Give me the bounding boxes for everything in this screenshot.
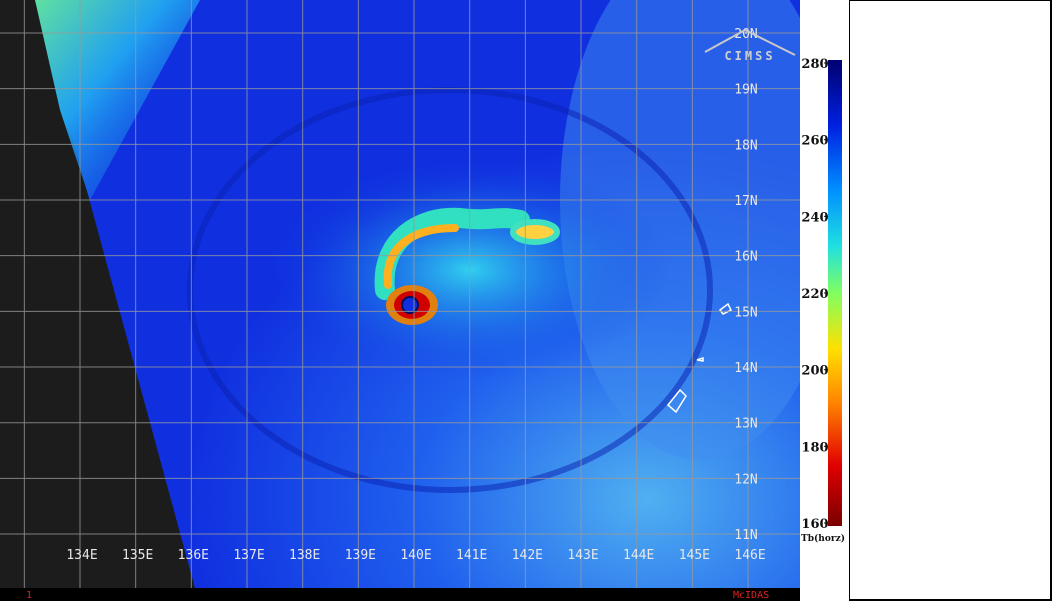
frame-number: 1 — [26, 590, 32, 601]
lat-label: 13N — [734, 417, 757, 432]
islands — [666, 302, 733, 414]
colorbar-tick-label: 160 — [801, 517, 828, 532]
lat-label: 12N — [734, 472, 757, 487]
lat-label: 11N — [734, 528, 757, 543]
logo: CIMSS — [704, 28, 796, 63]
lat-label: 18N — [734, 138, 757, 153]
lat-label: 15N — [734, 305, 757, 320]
lon-label: 139E — [345, 548, 376, 563]
colorbar — [828, 60, 842, 526]
lon-label: 134E — [66, 548, 97, 563]
lon-label: 143E — [567, 548, 598, 563]
cyclone-cell — [510, 219, 560, 245]
mcidas-label: McIDAS — [733, 590, 769, 601]
lat-label: 16N — [734, 250, 757, 265]
logo-mark — [704, 28, 796, 56]
side-panel — [849, 0, 1051, 600]
lon-label: 138E — [289, 548, 320, 563]
swath-edge — [35, 0, 200, 200]
colorbar-tick-label: 280 — [801, 57, 828, 72]
lon-label: 146E — [734, 548, 765, 563]
colorbar-tick-label: 240 — [801, 210, 828, 225]
lat-label: 20N — [734, 27, 757, 42]
lon-label: 135E — [122, 548, 153, 563]
lon-label: 144E — [623, 548, 654, 563]
lon-label: 136E — [178, 548, 209, 563]
rainband — [187, 87, 713, 493]
status-bar — [0, 588, 800, 601]
eye — [401, 296, 419, 314]
lon-label: 145E — [679, 548, 710, 563]
lat-label: 14N — [734, 361, 757, 376]
colorbar-tick-label: 260 — [801, 134, 828, 149]
colorbar-label: Tb(horz) — [801, 533, 845, 544]
lat-label: 17N — [734, 194, 757, 209]
logo-text: CIMSS — [724, 49, 775, 63]
lon-label: 142E — [512, 548, 543, 563]
colorbar-tick-label: 220 — [801, 287, 828, 302]
lat-label: 19N — [734, 83, 757, 98]
cyclone-band — [383, 224, 459, 289]
colorbar-tick-label: 200 — [801, 364, 828, 379]
lon-label: 137E — [233, 548, 264, 563]
lon-label: 141E — [456, 548, 487, 563]
lon-label: 140E — [400, 548, 431, 563]
colorbar-tick-label: 180 — [801, 440, 828, 455]
